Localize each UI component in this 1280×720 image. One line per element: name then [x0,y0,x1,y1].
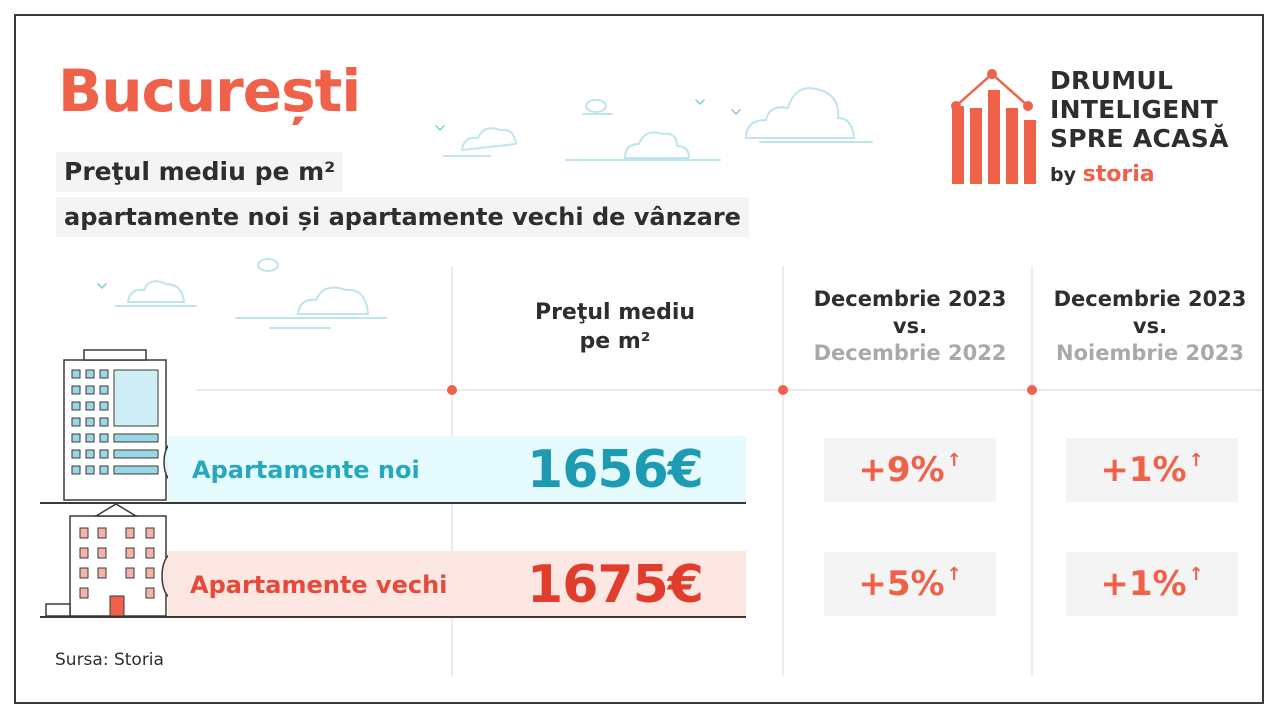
bar-chart-logo-icon [951,69,1036,184]
page-title: București [58,57,361,125]
arrow-up-icon: ↑ [1188,449,1204,471]
infographic-frame [14,14,1264,704]
subtitle-price-per-sqm: Preţul mediu pe m² [56,152,344,192]
price-old-apartments: 1675€ [527,555,704,615]
row-label-new-apartments: Apartamente noi [192,456,420,484]
brand-logo: DRUMUL INTELIGENT SPRE ACASĂ by storia [940,64,1250,194]
arrow-up-icon: ↑ [1188,563,1204,585]
subtitle-apartment-types: apartamente noi și apartamente vechi de … [56,197,749,237]
change-mom-old: +1% ↑ [1066,552,1238,616]
change-yoy-new: +9% ↑ [824,438,996,502]
arrow-up-icon: ↑ [946,449,962,471]
row-divider [40,502,746,504]
row-label-old-apartments: Apartamente vechi [190,571,448,599]
row-divider [40,616,746,618]
column-header-mom: Decembrie 2023 vs. Noiembrie 2023 [1053,287,1247,365]
price-new-apartments: 1656€ [527,440,704,500]
brand-by-storia: by storia [1050,162,1155,187]
change-mom-new: +1% ↑ [1066,438,1238,502]
arrow-up-icon: ↑ [946,563,962,585]
row-old-background [168,551,746,617]
source-note: Sursa: Storia [55,650,164,670]
brand-slogan: DRUMUL INTELIGENT SPRE ACASĂ [1050,66,1229,153]
row-new-background [168,436,746,502]
change-yoy-old: +5% ↑ [824,552,996,616]
column-header-price: Preţul mediu pe m² [534,300,696,354]
column-header-yoy: Decembrie 2023 vs. Decembrie 2022 [813,287,1007,365]
storia-wordmark: storia [1082,162,1155,187]
